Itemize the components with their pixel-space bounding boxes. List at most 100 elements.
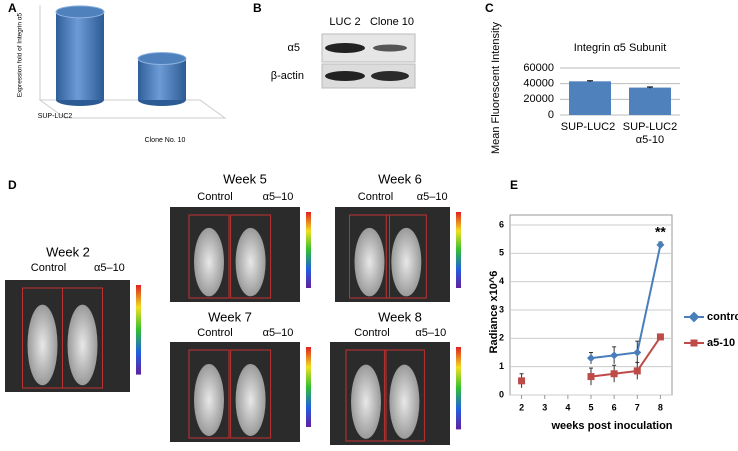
mouse <box>235 364 266 436</box>
x-tick-label: 6 <box>612 402 617 412</box>
roi-box <box>188 349 230 439</box>
mouse <box>235 227 266 297</box>
color-bar <box>306 347 311 427</box>
panel-letter: D <box>8 178 17 192</box>
week-title: Week 7 <box>208 309 252 324</box>
group-label: α5–10 <box>263 191 294 203</box>
marker <box>656 240 665 249</box>
y-tick-label: 5 <box>499 248 504 258</box>
legend-marker <box>684 311 704 323</box>
group-label: α5–10 <box>417 191 448 203</box>
x-tick-label: 8 <box>658 402 663 412</box>
color-bar <box>456 212 461 288</box>
marker <box>656 333 664 341</box>
marker <box>587 373 595 381</box>
x-tick-label: 3 <box>542 402 547 412</box>
x-tick-label: SUP-LUC2 α5-10 <box>622 121 678 146</box>
y-axis-label: Radiance x10^6 <box>488 271 500 354</box>
week-title: Week 6 <box>378 171 422 186</box>
group-label: α5–10 <box>415 327 446 339</box>
marker <box>633 348 642 357</box>
y-tick-label: 2 <box>499 333 504 343</box>
bar <box>56 11 104 100</box>
panel-letter: A <box>8 1 17 15</box>
x-tick-label: Clone No. 10 <box>145 137 186 144</box>
x-tick-label: SUP-LUC2 <box>560 121 616 133</box>
y-axis-label: Mean Fluorescent Intensity <box>490 21 502 154</box>
roi-box <box>188 214 230 299</box>
panel-letter: C <box>485 1 494 15</box>
bar <box>569 81 611 115</box>
mouse <box>389 364 420 439</box>
mouse <box>27 304 58 386</box>
row-label: β-actin <box>271 70 304 82</box>
y-tick-label: 0 <box>499 389 504 399</box>
mouse <box>391 227 422 297</box>
chart-title: Integrin α5 Subunit <box>574 42 667 54</box>
y-tick-label: 4 <box>499 276 504 286</box>
mouse-image <box>170 342 300 442</box>
color-bar <box>456 347 461 430</box>
x-tick-label: 5 <box>588 402 593 412</box>
group-label: Control <box>197 191 232 203</box>
mouse <box>354 227 385 297</box>
row-label: α5 <box>288 42 300 54</box>
band <box>373 44 407 52</box>
group-label: Control <box>354 327 389 339</box>
group-label: α5–10 <box>94 262 125 274</box>
band <box>325 71 365 81</box>
y-tick-label: 0 <box>548 109 554 121</box>
mouse <box>67 304 98 386</box>
x-tick-label: 4 <box>565 402 570 412</box>
y-tick-label: 60000 <box>523 62 554 74</box>
legend-label: control <box>707 311 738 323</box>
mouse-image <box>170 207 300 302</box>
y-tick-label: 3 <box>499 304 504 314</box>
y-tick-label: 40000 <box>523 78 554 90</box>
roi-box <box>230 349 272 439</box>
group-label: Control <box>358 191 393 203</box>
marker <box>518 377 526 385</box>
marker <box>587 354 595 363</box>
group-label: α5–10 <box>263 327 294 339</box>
roi-box <box>385 214 427 299</box>
roi-box <box>383 349 425 442</box>
x-tick-label: 2 <box>519 402 524 412</box>
band <box>371 71 409 81</box>
group-label: Control <box>197 327 232 339</box>
bar <box>629 87 671 115</box>
mouse-image <box>5 280 130 392</box>
mouse <box>194 227 224 297</box>
bar-top <box>55 5 105 19</box>
y-axis-label: Expression fold of Integrin α5 <box>17 12 24 97</box>
marker <box>610 370 618 378</box>
bar <box>138 58 186 100</box>
roi-box <box>349 214 390 299</box>
legend-label: a5-10 <box>707 337 735 349</box>
panel-letter: B <box>253 1 262 15</box>
y-tick-label: 6 <box>499 219 504 229</box>
x-axis-label: weeks post inoculation <box>550 420 672 432</box>
roi-box <box>62 287 103 389</box>
roi-box <box>345 349 387 442</box>
lane-label: LUC 2 <box>329 16 360 28</box>
roi-box <box>230 214 272 299</box>
mouse <box>194 364 224 436</box>
lane-label: Clone 10 <box>370 16 414 28</box>
series-line <box>590 336 662 378</box>
color-bar <box>306 212 311 288</box>
y-tick-label: 1 <box>499 361 504 371</box>
legend-marker <box>690 339 698 347</box>
color-bar <box>136 285 141 375</box>
series-line <box>590 244 662 360</box>
bar-top <box>137 52 187 66</box>
band <box>325 43 365 53</box>
week-title: Week 2 <box>46 244 90 259</box>
week-title: Week 5 <box>223 171 267 186</box>
group-label: Control <box>31 262 66 274</box>
panel-letter: E <box>510 178 518 192</box>
x-tick-label: 7 <box>635 402 640 412</box>
annotation: ** <box>655 224 666 240</box>
